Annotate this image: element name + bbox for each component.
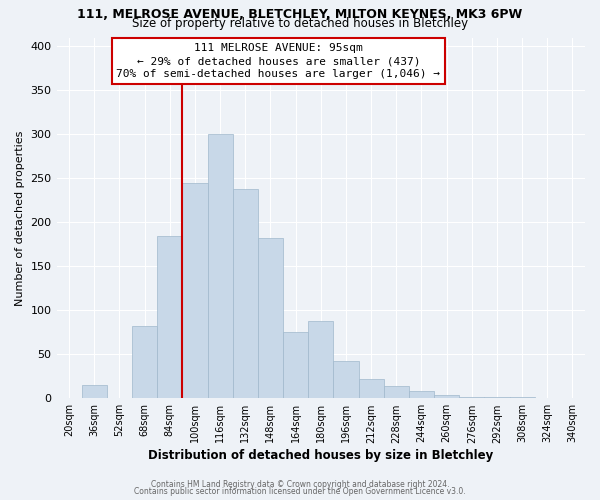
Bar <box>409 392 434 398</box>
Bar <box>459 396 484 398</box>
Bar <box>334 362 359 399</box>
Bar <box>157 236 182 398</box>
Bar <box>258 238 283 398</box>
Bar <box>82 385 107 398</box>
Text: 111 MELROSE AVENUE: 95sqm
← 29% of detached houses are smaller (437)
70% of semi: 111 MELROSE AVENUE: 95sqm ← 29% of detac… <box>116 43 440 80</box>
Text: Contains HM Land Registry data © Crown copyright and database right 2024.: Contains HM Land Registry data © Crown c… <box>151 480 449 489</box>
Bar <box>132 326 157 398</box>
Bar <box>182 182 208 398</box>
Bar <box>359 379 383 398</box>
Bar <box>283 332 308 398</box>
Y-axis label: Number of detached properties: Number of detached properties <box>15 130 25 306</box>
Bar <box>308 321 334 398</box>
Text: 111, MELROSE AVENUE, BLETCHLEY, MILTON KEYNES, MK3 6PW: 111, MELROSE AVENUE, BLETCHLEY, MILTON K… <box>77 8 523 20</box>
Bar <box>233 189 258 398</box>
X-axis label: Distribution of detached houses by size in Bletchley: Distribution of detached houses by size … <box>148 450 493 462</box>
Text: Contains public sector information licensed under the Open Government Licence v3: Contains public sector information licen… <box>134 487 466 496</box>
Bar <box>434 395 459 398</box>
Bar <box>208 134 233 398</box>
Text: Size of property relative to detached houses in Bletchley: Size of property relative to detached ho… <box>132 16 468 30</box>
Bar <box>383 386 409 398</box>
